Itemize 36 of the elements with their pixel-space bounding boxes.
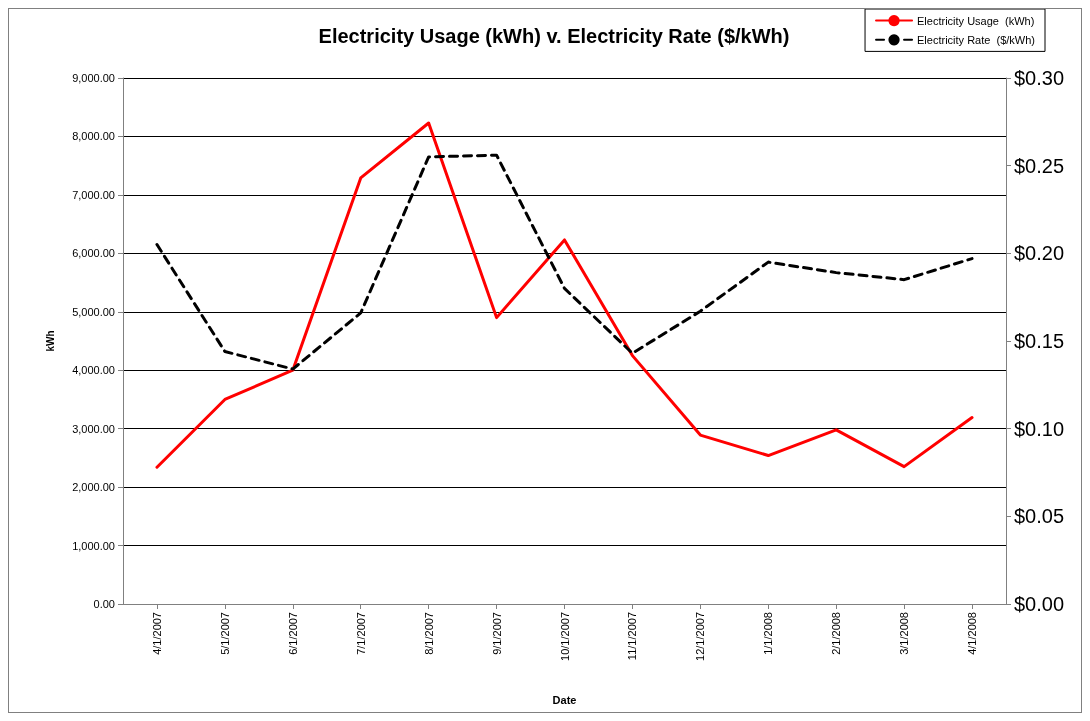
y2-tick-label: $0.10 — [1014, 417, 1065, 440]
y2-tick-label: $0.30 — [1014, 67, 1065, 89]
x-tick-label: 11/1/2007 — [626, 612, 639, 661]
line-series — [155, 121, 974, 469]
x-tick-label: 5/1/2007 — [218, 612, 231, 655]
y2-tick-label: $0.15 — [1014, 330, 1065, 352]
x-tick-label: 9/1/2007 — [490, 612, 503, 655]
x-tick-label: 2/1/2008 — [830, 612, 843, 655]
chart-title: Electricity Usage (kWh) v. Electricity Rate ($/kWh) — [318, 25, 790, 47]
y-axis-title: kWh — [44, 330, 56, 352]
x-tick-label: 4/1/2008 — [966, 612, 979, 655]
y2-tick-label: $0.05 — [1014, 505, 1065, 528]
y-tick-label: 9,000.00 — [72, 72, 115, 84]
y-tick-label: 6,000.00 — [72, 247, 115, 260]
x-tick-label: 8/1/2007 — [422, 612, 435, 655]
y-tick-label: 0.00 — [93, 598, 115, 610]
legend-label: Electricity Rate ($/kWh) — [917, 33, 1035, 46]
y2-tick-label: $0.25 — [1014, 154, 1065, 177]
x-tick-label: 12/1/2007 — [694, 612, 707, 661]
x-tick-label: 7/1/2007 — [354, 612, 367, 655]
y2-tick-label: $0.00 — [1014, 593, 1065, 615]
y-tick-label: 3,000.00 — [72, 422, 115, 435]
y-tick-label: 8,000.00 — [72, 130, 115, 143]
x-tick-label: 4/1/2007 — [150, 612, 163, 655]
x-tick-label: 3/1/2008 — [898, 612, 911, 655]
y-tick-label: 1,000.00 — [72, 539, 115, 552]
x-tick-label: 10/1/2007 — [558, 612, 571, 661]
x-tick-label: 6/1/2007 — [286, 612, 299, 655]
y-tick-label: 2,000.00 — [72, 481, 115, 494]
y-tick-label: 7,000.00 — [72, 188, 115, 201]
legend-label: Electricity Usage (kWh) — [917, 14, 1035, 27]
y2-tick-label: $0.20 — [1014, 242, 1065, 265]
y-tick-label: 5,000.00 — [72, 305, 115, 318]
x-tick-label: 1/1/2008 — [762, 612, 775, 655]
y-tick-label: 4,000.00 — [72, 364, 115, 377]
x-axis-title: Date — [552, 693, 577, 706]
